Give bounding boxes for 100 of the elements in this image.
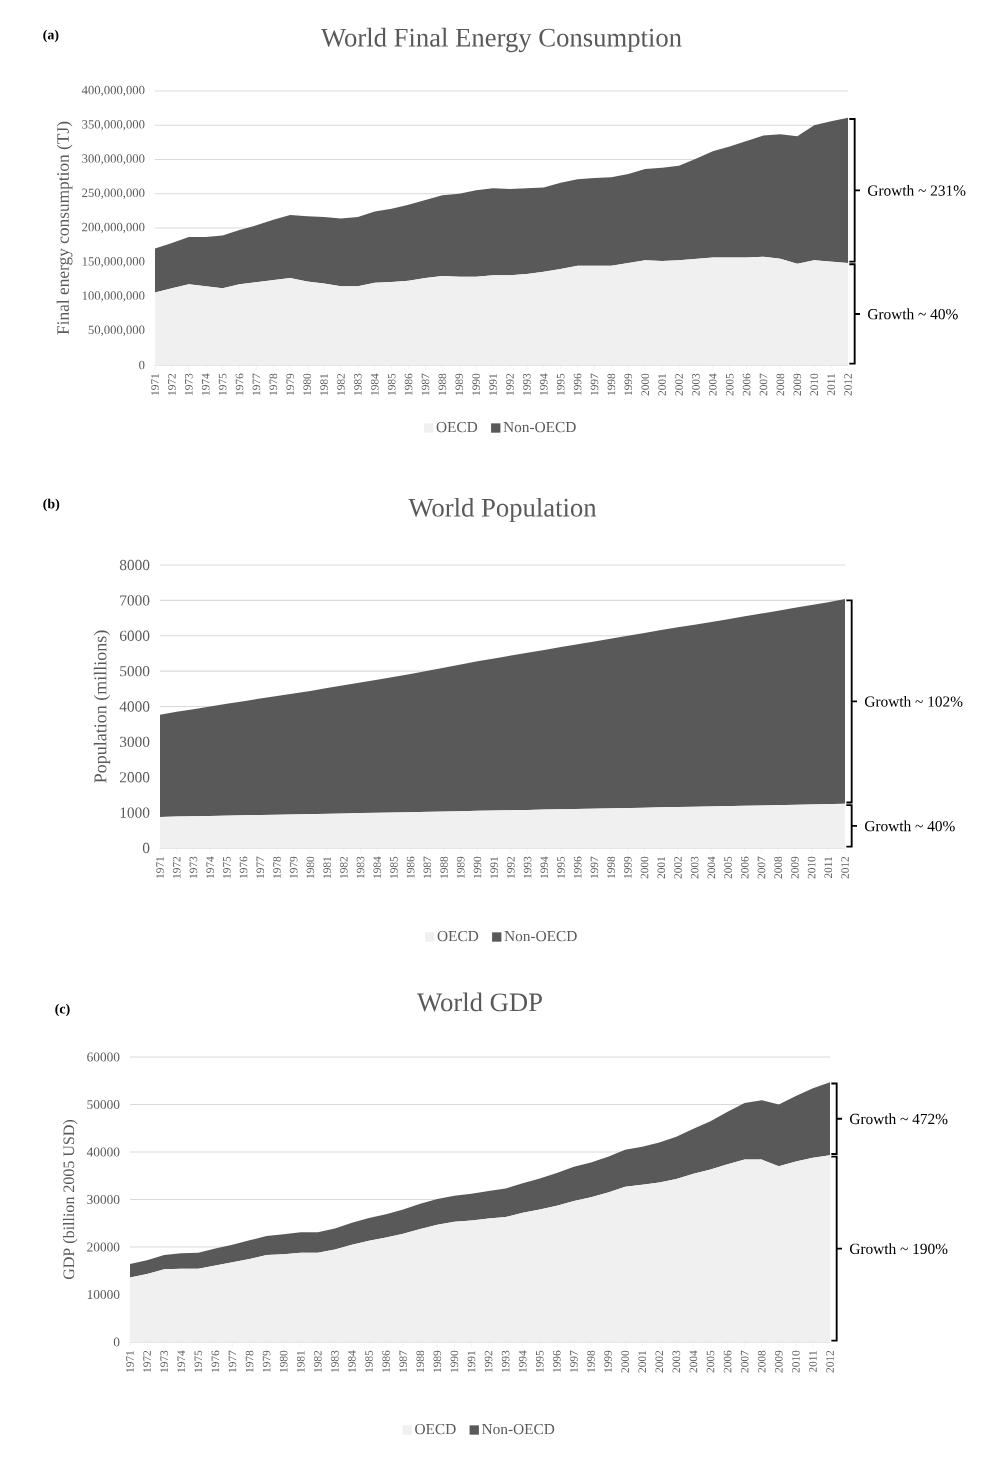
x-tick-label: 1980 bbox=[303, 373, 311, 395]
x-tick-label: 2004 bbox=[689, 1350, 698, 1373]
x-tick-label: 1992 bbox=[484, 1350, 493, 1372]
text: Growth ~ 102% bbox=[865, 695, 963, 707]
x-tick-label: 2004 bbox=[707, 856, 716, 879]
y-axis-title: GDP (billion 2005 USD) bbox=[62, 1120, 78, 1280]
x-tick-label: 1980 bbox=[306, 856, 315, 878]
y-tick-label: 50000 bbox=[87, 1100, 120, 1110]
x-tick-label: 1998 bbox=[587, 1350, 595, 1372]
y-tick-label: 250,000,000 bbox=[82, 188, 145, 199]
x-tick-label: 1993 bbox=[501, 1350, 510, 1372]
x-tick-label: 2001 bbox=[638, 1350, 647, 1373]
x-tick-label: 2009 bbox=[793, 373, 802, 396]
x-tick-label: 1986 bbox=[404, 373, 413, 395]
x-tick-label: 2012 bbox=[844, 373, 852, 396]
x-tick-label: 1983 bbox=[354, 373, 362, 395]
x-tick-label: 1985 bbox=[387, 373, 396, 395]
y-tick-label: 150,000,000 bbox=[82, 257, 145, 268]
y-tick-label: 6000 bbox=[119, 630, 150, 641]
x-tick-label: 1997 bbox=[590, 373, 599, 395]
x-tick-label: 1995 bbox=[556, 373, 565, 395]
legend-label: OECD bbox=[436, 421, 478, 433]
x-tick-label: 1985 bbox=[365, 1350, 373, 1372]
x-tick-label: 1972 bbox=[168, 373, 176, 395]
x-tick-label: 2012 bbox=[841, 856, 849, 879]
x-tick-label: 2008 bbox=[776, 373, 785, 396]
x-tick-label: 1983 bbox=[331, 1350, 339, 1372]
x-tick-label: 1982 bbox=[313, 1350, 322, 1372]
x-tick-label: 1982 bbox=[339, 856, 348, 878]
x-tick-label: 2000 bbox=[640, 856, 649, 879]
x-tick-label: 1992 bbox=[507, 856, 515, 878]
x-tick-label: 2004 bbox=[708, 373, 717, 396]
x-tick-label: 1990 bbox=[450, 1350, 459, 1372]
x-tick-label: 1992 bbox=[506, 373, 514, 395]
x-tick-label: 1979 bbox=[286, 373, 295, 395]
x-tick-label: 2001 bbox=[658, 373, 666, 396]
x-tick-label: 1984 bbox=[348, 1350, 356, 1372]
x-tick-label: 1978 bbox=[245, 1350, 254, 1372]
x-tick-label: 1980 bbox=[279, 1350, 288, 1372]
y-tick-label: 7000 bbox=[120, 595, 150, 606]
x-tick-label: 1971 bbox=[151, 373, 159, 395]
y-tick-label: 0 bbox=[139, 360, 145, 370]
y-tick-label: 3000 bbox=[120, 736, 150, 748]
y-tick-label: 300,000,000 bbox=[82, 154, 145, 165]
y-tick-label: 8000 bbox=[119, 559, 150, 571]
legend-label: OECD bbox=[437, 930, 479, 942]
y-tick-label: 50,000,000 bbox=[88, 325, 145, 336]
x-tick-label: 2006 bbox=[723, 1350, 732, 1373]
x-tick-label: 2009 bbox=[791, 856, 799, 879]
x-tick-label: 1991 bbox=[489, 373, 497, 395]
x-tick-label: 1994 bbox=[540, 856, 549, 878]
x-tick-label: 1998 bbox=[607, 373, 616, 395]
x-tick-label: 1991 bbox=[467, 1350, 476, 1372]
x-tick-label: 1993 bbox=[523, 373, 531, 395]
y-tick-label: 40000 bbox=[86, 1147, 120, 1157]
x-tick-label: 2001 bbox=[657, 856, 666, 879]
chart-title: World Final Energy Consumption bbox=[320, 27, 682, 53]
y-tick-label: 0 bbox=[113, 1337, 120, 1347]
x-tick-label: 1996 bbox=[553, 1350, 561, 1372]
y-axis-title: Final energy consumption (TJ) bbox=[56, 121, 73, 335]
x-tick-label: 1976 bbox=[211, 1350, 220, 1372]
x-tick-label: 1972 bbox=[172, 856, 181, 878]
x-tick-label: 1999 bbox=[604, 1350, 612, 1372]
x-tick-label: 1975 bbox=[218, 373, 227, 395]
legend-label: Non-OECD bbox=[482, 1423, 555, 1435]
x-tick-label: 1995 bbox=[535, 1350, 544, 1372]
x-tick-label: 1976 bbox=[239, 856, 248, 878]
x-tick-label: 1975 bbox=[194, 1350, 203, 1372]
x-tick-label: 2002 bbox=[655, 1350, 664, 1373]
y-tick-label: 0 bbox=[142, 842, 150, 854]
x-tick-label: 1989 bbox=[433, 1350, 442, 1372]
x-tick-label: 2005 bbox=[725, 373, 734, 396]
x-tick-label: 1994 bbox=[539, 373, 548, 395]
x-tick-label: 2010 bbox=[810, 373, 819, 396]
x-tick-label: 1998 bbox=[607, 856, 615, 878]
text: Growth ~ 472% bbox=[850, 1113, 948, 1125]
x-tick-label: 1982 bbox=[337, 373, 345, 395]
legend-label: Non-OECD bbox=[504, 930, 577, 942]
text: Growth ~ 231% bbox=[868, 184, 966, 196]
x-tick-label: 2011 bbox=[809, 1350, 817, 1373]
x-tick-label: 2006 bbox=[742, 373, 751, 396]
x-tick-label: 1996 bbox=[573, 856, 582, 878]
x-tick-label: 2000 bbox=[641, 373, 649, 396]
x-tick-label: 1984 bbox=[370, 373, 379, 395]
x-tick-label: 2005 bbox=[706, 1350, 715, 1373]
x-tick-label: 2002 bbox=[674, 856, 682, 879]
x-tick-label: 1977 bbox=[228, 1350, 237, 1372]
x-tick-label: 1981 bbox=[320, 373, 328, 395]
x-tick-label: 1974 bbox=[201, 373, 210, 395]
x-tick-label: 1987 bbox=[421, 373, 430, 395]
text: Growth ~ 190% bbox=[850, 1243, 948, 1255]
chart-title: World Population bbox=[408, 497, 597, 523]
x-tick-label: 1976 bbox=[235, 373, 244, 395]
x-tick-label: 2005 bbox=[724, 856, 732, 879]
y-tick-label: 20000 bbox=[87, 1242, 120, 1252]
x-tick-label: 1979 bbox=[289, 856, 298, 878]
y-tick-label: 100,000,000 bbox=[82, 291, 145, 302]
y-tick-label: 10000 bbox=[87, 1290, 120, 1300]
x-tick-label: 1997 bbox=[590, 856, 599, 878]
x-tick-label: 1996 bbox=[573, 373, 582, 395]
